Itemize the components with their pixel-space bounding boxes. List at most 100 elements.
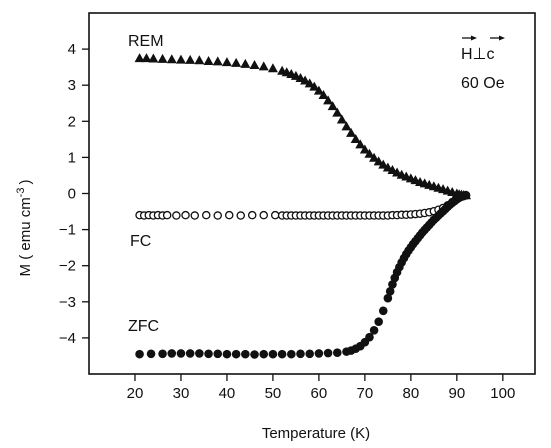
x-tick-label: 60 [311,385,328,402]
zfc-data-point [388,280,397,289]
zfc-data-point [385,287,395,296]
x-tick-label: 50 [265,385,282,402]
zfc-data-point [332,348,342,358]
rem-data-point [332,107,343,117]
field-direction-arrows [462,35,505,41]
y-tick-label: 1 [68,149,76,166]
y-axis-ticks: −4 −3 −2 −1 0 1 2 3 4 [59,41,89,347]
zfc-data-point [314,349,324,358]
zfc-data-point [204,349,213,359]
fc-data-point [270,210,280,220]
y-tick-label: 4 [68,41,76,58]
y-tick-label: 3 [68,77,76,94]
x-tick-label: 100 [490,385,515,402]
x-axis-ticks: 20 30 40 50 60 70 80 90 100 [127,374,515,402]
rem-data-point [166,54,177,64]
field-arrowhead-left [471,35,477,41]
rem-data-point [267,63,278,73]
field-value-label: 60 Oe [461,75,505,92]
rem-data-point [304,78,315,88]
zfc-data-point [259,349,269,359]
x-axis-title: Temperature (K) [262,425,370,442]
rem-data-point [364,148,375,158]
zfc-data-point [241,349,250,359]
zfc-data-point [383,293,393,303]
y-tick-label: −3 [59,294,76,311]
y-tick-label: −4 [59,330,76,347]
zfc-data-point [378,306,388,316]
rem-data-point [318,89,329,99]
x-tick-label: 90 [448,385,465,402]
x-tick-label: 80 [403,385,420,402]
rem-data-point [249,59,260,69]
rem-data-point [175,54,186,64]
zfc-data-point [305,349,315,359]
zfc-data-point [135,349,144,359]
fc-data-point [181,210,190,220]
zfc-data-point [176,349,186,358]
zfc-data-point [365,332,374,342]
zfc-data-point [158,349,167,359]
zfc-data-point [296,349,305,359]
rem-data-point [231,57,242,67]
y-axis-title-main: M ( emu cm [17,197,34,276]
y-tick-label: −2 [59,258,76,275]
rem-data-point [327,101,338,111]
zfc-data-point [167,349,177,358]
rem-data-point [346,127,357,137]
rem-data-point [369,152,380,162]
zfc-data-point [268,349,278,359]
zfc-data-point [461,191,471,200]
fc-data-point [162,210,172,220]
field-arrowhead-right [499,35,505,41]
rem-data-point [336,114,347,124]
rem-data-point [323,95,334,105]
rem-data-point [373,156,384,166]
fc-data-point [224,210,234,220]
series-label-rem: REM [128,33,164,50]
fc-data-point [201,210,211,220]
rem-data-point [212,56,223,66]
rem-data-point [258,61,269,71]
series-zfc [135,191,471,359]
fc-data-point [213,211,222,220]
zfc-data-point [323,348,333,358]
fc-data-point [236,211,245,220]
x-tick-label: 30 [173,385,190,402]
zfc-data-point [250,350,259,359]
fc-data-point [172,211,181,220]
y-tick-label: −1 [59,222,76,239]
zfc-data-point [146,349,156,359]
y-axis-title: M ( emu cm-3) [15,180,34,277]
series-fc [135,191,471,220]
rem-data-point [359,144,370,154]
rem-data-point [341,121,352,131]
zfc-data-point [213,349,223,359]
y-axis-title-exponent: -3 [15,188,27,198]
fc-data-point [190,211,200,220]
rem-data-point [203,56,214,66]
x-tick-label: 70 [357,385,374,402]
rem-data-point [350,133,361,143]
rem-data-point [355,139,366,149]
zfc-data-point [195,349,204,358]
y-axis-title-close: ) [17,180,34,185]
rem-data-point [221,57,232,67]
field-orientation-label: H⊥c [461,46,495,63]
zfc-data-point [287,349,296,359]
x-tick-label: 40 [219,385,236,402]
zfc-data-point [185,349,195,358]
zfc-data-point [231,349,241,359]
fc-data-point [259,210,268,220]
rem-data-point [313,85,324,95]
x-tick-label: 20 [127,385,144,402]
series-label-fc: FC [130,233,151,250]
series-rem [134,53,472,200]
rem-data-point [148,53,159,63]
rem-data-point [134,53,145,63]
rem-data-point [309,81,320,91]
zfc-data-point [374,317,383,326]
y-tick-label: 0 [68,186,76,203]
